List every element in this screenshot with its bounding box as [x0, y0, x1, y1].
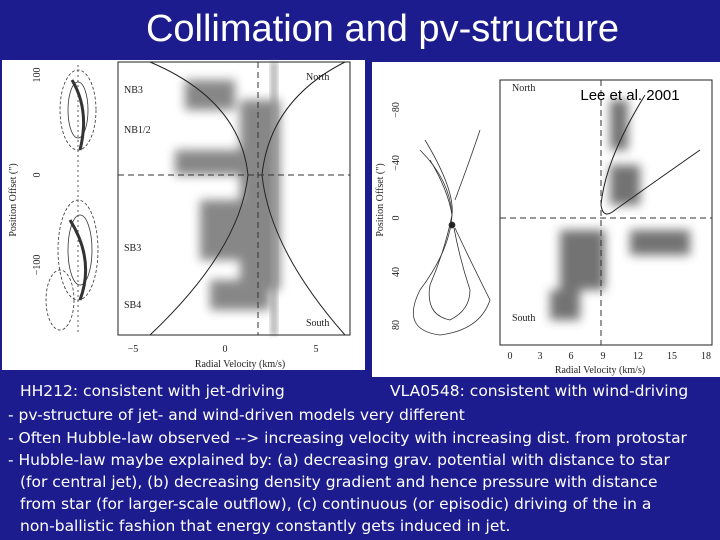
y-tick-label: −40 — [391, 155, 402, 171]
x-axis-label: Radial Velocity (km/s) — [555, 365, 645, 376]
x-tick-label: −5 — [128, 344, 139, 355]
caption: VLA0548: consistent with wind-driving — [390, 382, 689, 400]
direction-label: North — [512, 83, 535, 94]
y-tick-label: 40 — [391, 267, 402, 277]
slide-title: Collimation and pv-structure — [145, 8, 620, 50]
direction-label: South — [306, 318, 329, 329]
y-tick-label: 0 — [391, 216, 402, 221]
note-line: - pv-structure of jet- and wind-driven m… — [8, 406, 465, 424]
knot-label: SB3 — [124, 243, 141, 254]
x-tick-label: 3 — [538, 351, 543, 362]
direction-label: North — [306, 72, 329, 83]
figure-credit: Lee et al. 2001 — [580, 87, 679, 104]
y-tick-label: −80 — [391, 102, 402, 118]
right-panel — [372, 62, 720, 377]
note-line: - Often Hubble-law observed --> increasi… — [8, 429, 687, 447]
note-line: (for central jet), (b) decreasing densit… — [20, 473, 658, 491]
x-tick-label: 18 — [701, 351, 711, 362]
caption: HH212: consistent with jet-driving — [20, 382, 285, 400]
x-tick-label: 15 — [667, 351, 677, 362]
note-line: non-ballistic fashion that energy consta… — [20, 517, 511, 535]
right-curve — [600, 94, 701, 215]
x-tick-label: 0 — [508, 351, 513, 362]
y-tick-label: −100 — [32, 255, 43, 276]
right-emission — [550, 100, 690, 320]
knot-label: NB3 — [124, 85, 143, 96]
y-tick-label: 0 — [32, 173, 43, 178]
x-tick-label: 6 — [569, 351, 574, 362]
y-tick-label: 80 — [391, 320, 402, 330]
x-axis-label: Radial Velocity (km/s) — [195, 359, 285, 370]
x-tick-label: 5 — [314, 344, 319, 355]
x-tick-label: 9 — [601, 351, 606, 362]
note-line: - Hubble-law maybe explained by: (a) dec… — [8, 451, 670, 469]
right-contours — [412, 129, 491, 336]
x-tick-label: 12 — [633, 351, 643, 362]
knot-label: SB4 — [124, 300, 141, 311]
x-tick-label: 0 — [223, 344, 228, 355]
left-panel — [2, 60, 365, 370]
note-line: from star (for larger-scale outflow), (c… — [20, 495, 652, 513]
y-axis-label: Position Offset (") — [8, 163, 19, 236]
left-curve — [149, 61, 249, 336]
y-axis-label: Position Offset (") — [375, 163, 386, 236]
left-frame — [117, 61, 351, 336]
direction-label: South — [512, 313, 535, 324]
y-tick-label: 100 — [32, 68, 43, 83]
knot-label: NB1/2 — [124, 125, 151, 136]
right-frame — [499, 79, 713, 346]
left-contours — [45, 65, 99, 335]
